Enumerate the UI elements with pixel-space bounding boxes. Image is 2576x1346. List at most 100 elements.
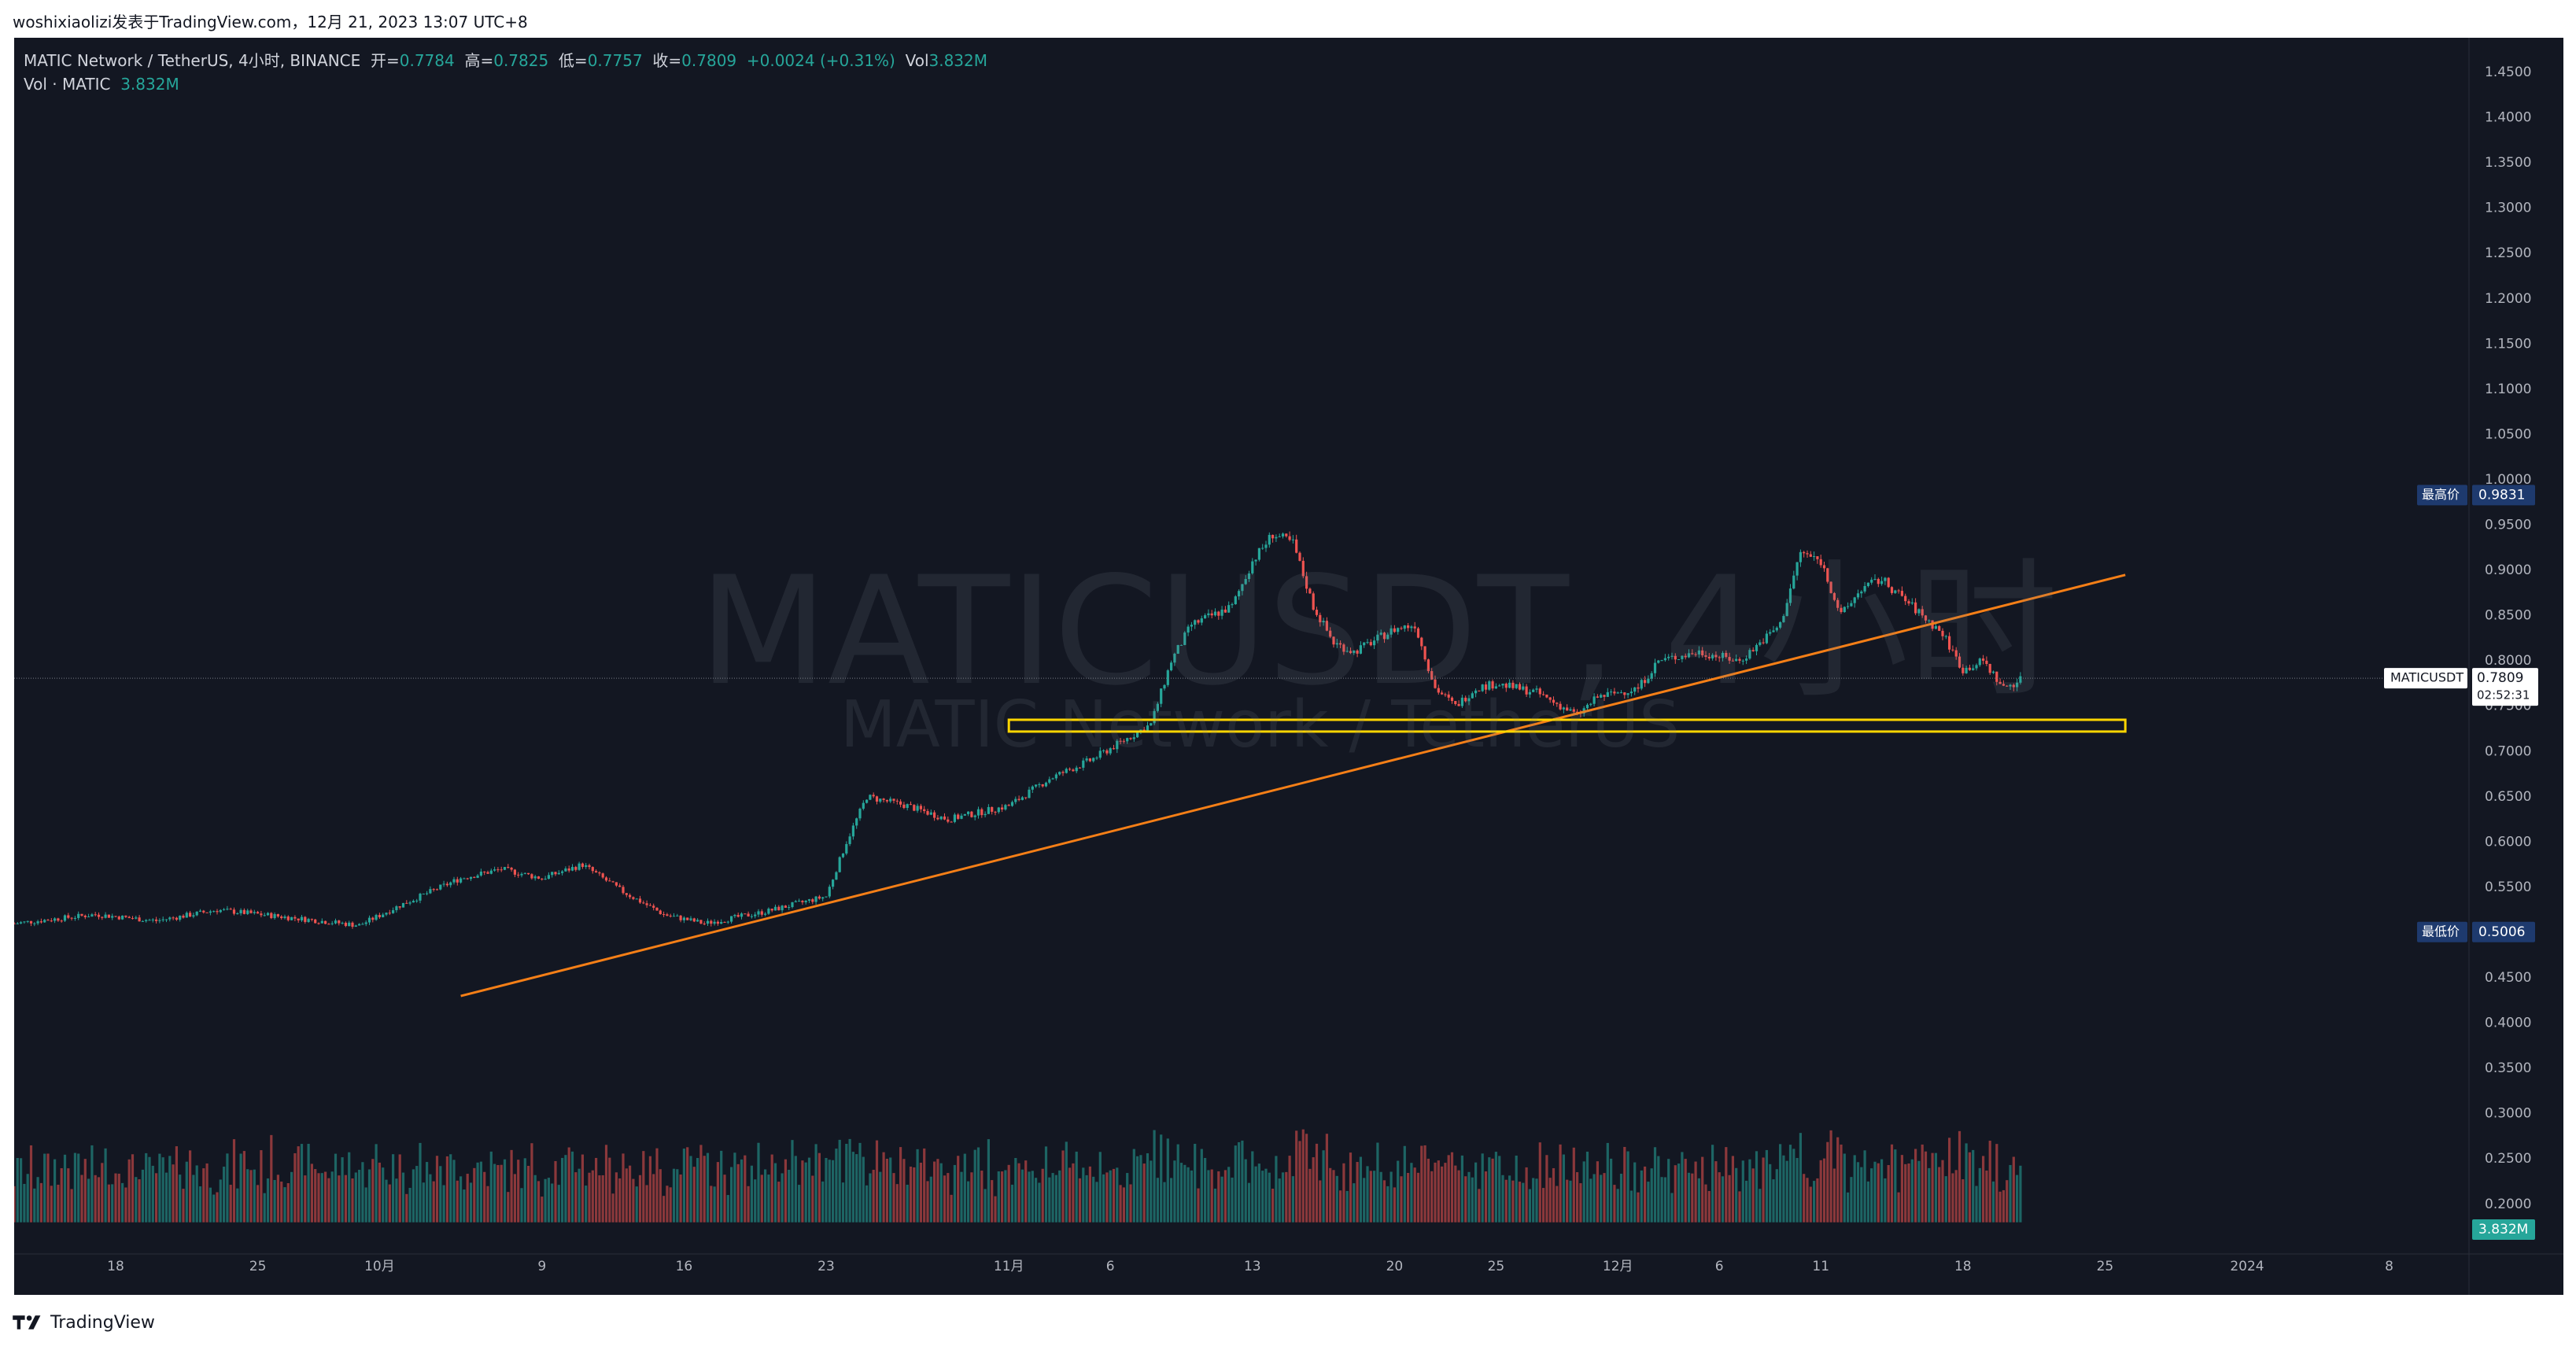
candle-body[interactable] bbox=[1342, 644, 1345, 652]
candle-body[interactable] bbox=[1179, 644, 1183, 646]
volume-legend-row[interactable]: Vol · MATIC 3.832M bbox=[24, 72, 987, 96]
candle-body[interactable] bbox=[706, 920, 710, 924]
candle-body[interactable] bbox=[466, 878, 469, 880]
candle-body[interactable] bbox=[1217, 611, 1220, 616]
candle-body[interactable] bbox=[1640, 680, 1643, 689]
candle-body[interactable] bbox=[611, 881, 614, 883]
candle-body[interactable] bbox=[960, 815, 963, 819]
candle-body[interactable] bbox=[1450, 697, 1454, 702]
candle-body[interactable] bbox=[736, 915, 740, 917]
candle-body[interactable] bbox=[223, 909, 226, 910]
candle-body[interactable] bbox=[1504, 684, 1508, 688]
candle-body[interactable] bbox=[29, 920, 33, 924]
candle-body[interactable] bbox=[1511, 682, 1515, 688]
candle-body[interactable] bbox=[219, 909, 222, 913]
candle-body[interactable] bbox=[740, 913, 744, 917]
candle-body[interactable] bbox=[513, 869, 516, 875]
candle-body[interactable] bbox=[1962, 667, 1965, 673]
candle-body[interactable] bbox=[1285, 533, 1288, 537]
candle-body[interactable] bbox=[104, 914, 107, 918]
candle-body[interactable] bbox=[1535, 688, 1538, 690]
candle-body[interactable] bbox=[378, 915, 381, 917]
candle-body[interactable] bbox=[70, 917, 73, 919]
candle-body[interactable] bbox=[1795, 562, 1799, 576]
candle-body[interactable] bbox=[1972, 668, 1975, 670]
candle-body[interactable] bbox=[185, 913, 188, 918]
candle-body[interactable] bbox=[821, 897, 825, 899]
candle-body[interactable] bbox=[500, 869, 503, 871]
candle-body[interactable] bbox=[236, 913, 239, 914]
candle-body[interactable] bbox=[578, 863, 581, 870]
candle-body[interactable] bbox=[744, 913, 747, 915]
candle-body[interactable] bbox=[73, 917, 76, 919]
candle-body[interactable] bbox=[648, 905, 651, 906]
candle-body[interactable] bbox=[317, 923, 320, 924]
candle-body[interactable] bbox=[1054, 774, 1057, 779]
candle-body[interactable] bbox=[1836, 599, 1840, 608]
candle-body[interactable] bbox=[570, 867, 574, 871]
candle-body[interactable] bbox=[1788, 588, 1792, 603]
candle-body[interactable] bbox=[121, 915, 124, 920]
candle-body[interactable] bbox=[1359, 645, 1362, 654]
candle-body[interactable] bbox=[1261, 548, 1264, 549]
candle-body[interactable] bbox=[1660, 660, 1663, 662]
candle-body[interactable] bbox=[1254, 559, 1257, 562]
candle-body[interactable] bbox=[591, 867, 594, 872]
candle-body[interactable] bbox=[1813, 556, 1816, 558]
candle-body[interactable] bbox=[1748, 650, 1751, 659]
candle-body[interactable] bbox=[411, 901, 415, 903]
candle-body[interactable] bbox=[1822, 565, 1826, 569]
candle-body[interactable] bbox=[1704, 655, 1707, 657]
candle-body[interactable] bbox=[1650, 673, 1653, 679]
candle-body[interactable] bbox=[1894, 590, 1897, 593]
candle-body[interactable] bbox=[408, 902, 411, 904]
candle-body[interactable] bbox=[1102, 750, 1105, 751]
candle-body[interactable] bbox=[1464, 697, 1467, 702]
candle-body[interactable] bbox=[1247, 573, 1251, 580]
candle-body[interactable] bbox=[825, 896, 828, 898]
candle-body[interactable] bbox=[1498, 685, 1501, 687]
candle-body[interactable] bbox=[43, 920, 46, 923]
candle-body[interactable] bbox=[1501, 684, 1504, 686]
candle-body[interactable] bbox=[1020, 797, 1024, 800]
candle-body[interactable] bbox=[1075, 767, 1078, 772]
candle-body[interactable] bbox=[1566, 707, 1569, 711]
candle-body[interactable] bbox=[300, 916, 304, 920]
candle-body[interactable] bbox=[1518, 684, 1522, 690]
candle-body[interactable] bbox=[895, 800, 899, 802]
candle-body[interactable] bbox=[2012, 684, 2015, 688]
candle-body[interactable] bbox=[1809, 554, 1812, 557]
candle-body[interactable] bbox=[138, 917, 141, 922]
candle-body[interactable] bbox=[929, 812, 932, 815]
candle-body[interactable] bbox=[1600, 695, 1603, 698]
candle-body[interactable] bbox=[1850, 603, 1853, 607]
candle-body[interactable] bbox=[1684, 655, 1687, 658]
candle-body[interactable] bbox=[1853, 597, 1856, 603]
candle-body[interactable] bbox=[1356, 650, 1359, 654]
candle-body[interactable] bbox=[385, 913, 388, 915]
candle-body[interactable] bbox=[889, 798, 892, 802]
candle-body[interactable] bbox=[1024, 797, 1028, 798]
candle-body[interactable] bbox=[348, 922, 351, 927]
candle-body[interactable] bbox=[1319, 614, 1322, 623]
candle-body[interactable] bbox=[367, 917, 371, 923]
candle-body[interactable] bbox=[469, 876, 473, 880]
candle-body[interactable] bbox=[817, 896, 821, 899]
candle-body[interactable] bbox=[574, 867, 578, 870]
candle-body[interactable] bbox=[249, 910, 253, 913]
candle-body[interactable] bbox=[1819, 559, 1822, 566]
candle-body[interactable] bbox=[879, 798, 882, 802]
candle-body[interactable] bbox=[1904, 596, 1907, 602]
candle-body[interactable] bbox=[338, 920, 341, 924]
candle-body[interactable] bbox=[557, 872, 560, 875]
candle-body[interactable] bbox=[273, 914, 276, 919]
candle-body[interactable] bbox=[699, 920, 703, 924]
candle-body[interactable] bbox=[1017, 798, 1020, 800]
candle-body[interactable] bbox=[189, 913, 192, 917]
candle-body[interactable] bbox=[689, 918, 692, 920]
candle-body[interactable] bbox=[1312, 593, 1315, 610]
candle-body[interactable] bbox=[801, 901, 804, 902]
candle-body[interactable] bbox=[50, 920, 53, 922]
candle-body[interactable] bbox=[1007, 805, 1010, 806]
candle-body[interactable] bbox=[1887, 577, 1890, 588]
